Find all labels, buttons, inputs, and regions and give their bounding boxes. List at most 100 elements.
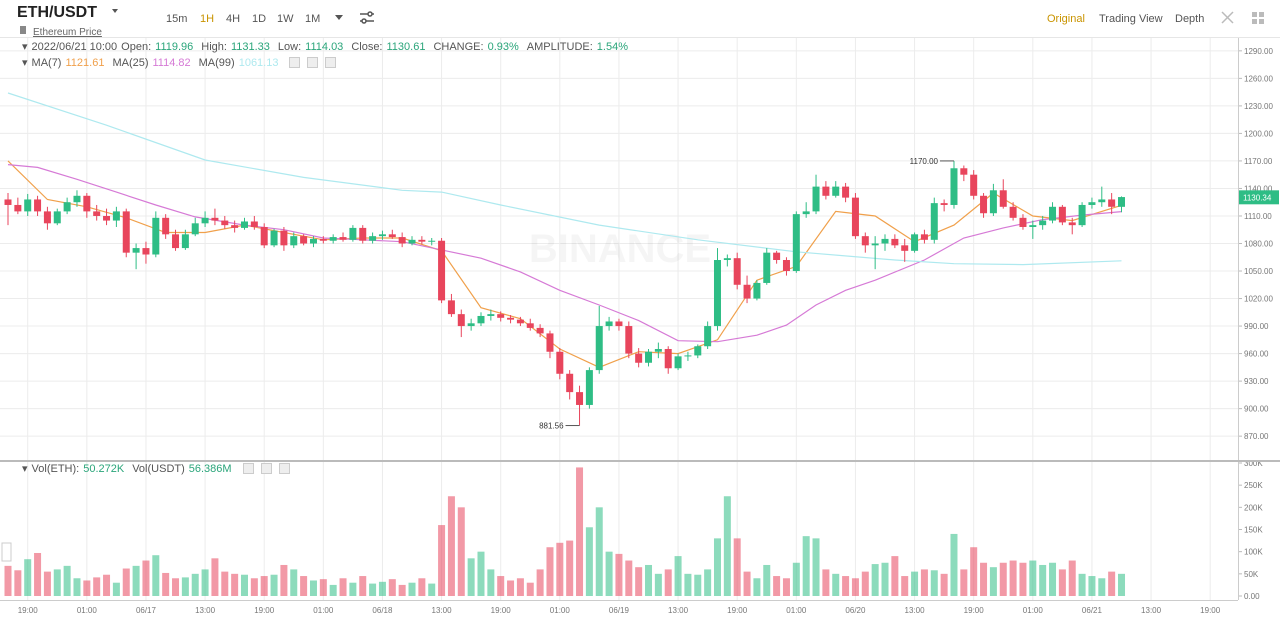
- volume-bar: [112, 582, 120, 596]
- volume-bar: [842, 576, 850, 596]
- x-tick-label: 19:00: [964, 606, 985, 615]
- volume-bar: [290, 569, 298, 596]
- fullscreen-icon[interactable]: [1221, 11, 1234, 24]
- candle-body: [635, 353, 643, 363]
- candle-body: [1108, 199, 1116, 207]
- volume-bar: [181, 577, 189, 596]
- candle-body: [1058, 206, 1066, 223]
- candle-body: [418, 239, 426, 242]
- candle-body: [477, 315, 485, 324]
- icon[interactable]: [307, 57, 319, 68]
- volume-bar: [930, 570, 938, 596]
- candle-body: [428, 240, 436, 242]
- volume-bar: [231, 573, 239, 596]
- candle-body: [743, 284, 751, 299]
- candle-body: [1029, 225, 1037, 227]
- candle-body: [319, 238, 327, 241]
- vol-value: 56.386M: [188, 462, 232, 475]
- ma-value: 1061.13: [238, 56, 279, 69]
- candle-body: [674, 356, 682, 369]
- settings-icon[interactable]: [360, 11, 374, 24]
- interval-tab[interactable]: 15m: [166, 13, 187, 25]
- view-tab[interactable]: Depth: [1175, 13, 1204, 25]
- subtitle[interactable]: Ethereum Price: [33, 27, 102, 38]
- x-tick-label: 06/17: [136, 606, 157, 615]
- view-tab[interactable]: Original: [1047, 13, 1085, 25]
- vol-tick-label: 300K: [1244, 459, 1263, 468]
- volume-bar: [773, 576, 781, 596]
- volume-bar: [398, 584, 406, 596]
- volume-bar: [467, 558, 475, 596]
- interval-tab[interactable]: 1D: [252, 13, 266, 25]
- volume-bar: [605, 551, 613, 596]
- ma-value: 1114.82: [152, 56, 191, 69]
- volume-bar: [73, 578, 81, 596]
- x-tick-label: 01:00: [1023, 606, 1044, 615]
- volume-bar: [704, 569, 712, 596]
- icon[interactable]: [242, 463, 254, 474]
- candle-body: [723, 258, 731, 261]
- grid-icon[interactable]: [1252, 12, 1264, 24]
- symbol-dropdown[interactable]: [112, 9, 118, 13]
- watermark: BINANCE: [529, 227, 711, 271]
- candle-body: [704, 326, 712, 347]
- volume-bar: [516, 578, 524, 596]
- volume-bar: [625, 560, 633, 596]
- candle-body: [162, 217, 170, 235]
- candle-body: [792, 214, 800, 272]
- candle-body: [536, 327, 544, 334]
- icon[interactable]: [289, 57, 301, 68]
- volume-bar: [645, 564, 653, 596]
- y-tick-label: 1290.00: [1244, 47, 1273, 56]
- interval-more[interactable]: [335, 15, 343, 20]
- interval-tab[interactable]: 4H: [226, 13, 240, 25]
- candle-body: [181, 234, 189, 249]
- icon[interactable]: [260, 463, 272, 474]
- candle-body: [950, 168, 958, 205]
- x-tick-label: 01:00: [313, 606, 334, 615]
- icon[interactable]: [325, 57, 337, 68]
- candle-body: [556, 351, 564, 374]
- candle-body: [585, 370, 593, 405]
- interval-tab[interactable]: 1W: [277, 13, 294, 25]
- candle-body: [911, 234, 919, 251]
- volume-bar: [901, 576, 909, 596]
- icon[interactable]: [278, 463, 290, 474]
- volume-bar: [408, 582, 416, 596]
- candle-body: [645, 351, 653, 363]
- view-tab[interactable]: Trading View: [1099, 13, 1163, 25]
- volume-bar: [980, 562, 988, 596]
- volume-bar: [211, 558, 219, 596]
- volume-bar: [536, 569, 544, 596]
- candle-body: [43, 211, 51, 224]
- vol-label: Vol(USDT): [132, 462, 185, 475]
- interval-tab[interactable]: 1H: [200, 13, 214, 25]
- candle-body: [467, 323, 475, 327]
- vol-label: Vol(ETH):: [31, 462, 80, 475]
- candle-body: [369, 236, 377, 241]
- volume-bar: [221, 571, 229, 596]
- collapse-tab[interactable]: [1, 542, 12, 562]
- interval-tab[interactable]: 1M: [305, 13, 320, 25]
- volume-bar: [871, 564, 879, 596]
- field-value: 0.93%: [487, 40, 519, 53]
- x-tick-label: 06/20: [845, 606, 866, 615]
- symbol[interactable]: ETH/USDT: [17, 4, 97, 21]
- volume-bar: [438, 525, 446, 596]
- candle-body: [132, 248, 140, 253]
- candle-body: [231, 225, 239, 228]
- candle-body: [378, 234, 386, 237]
- row-toggle: ▾: [22, 41, 28, 53]
- volume-bar: [93, 577, 101, 596]
- vol-tick-label: 150K: [1244, 526, 1263, 535]
- vol-tick-label: 100K: [1244, 548, 1263, 557]
- candle-body: [4, 199, 12, 205]
- volume-bar: [595, 507, 603, 596]
- candle-body: [1039, 220, 1047, 226]
- y-tick-label: 930.00: [1244, 377, 1269, 386]
- candle-body: [812, 186, 820, 212]
- volume-bar: [319, 579, 327, 596]
- ma-row: ▾ MA(7) 1121.61 MA(25) 1114.82 MA(99) 1061.13: [22, 56, 337, 69]
- volume-bar: [822, 569, 830, 596]
- candle-body: [822, 186, 830, 196]
